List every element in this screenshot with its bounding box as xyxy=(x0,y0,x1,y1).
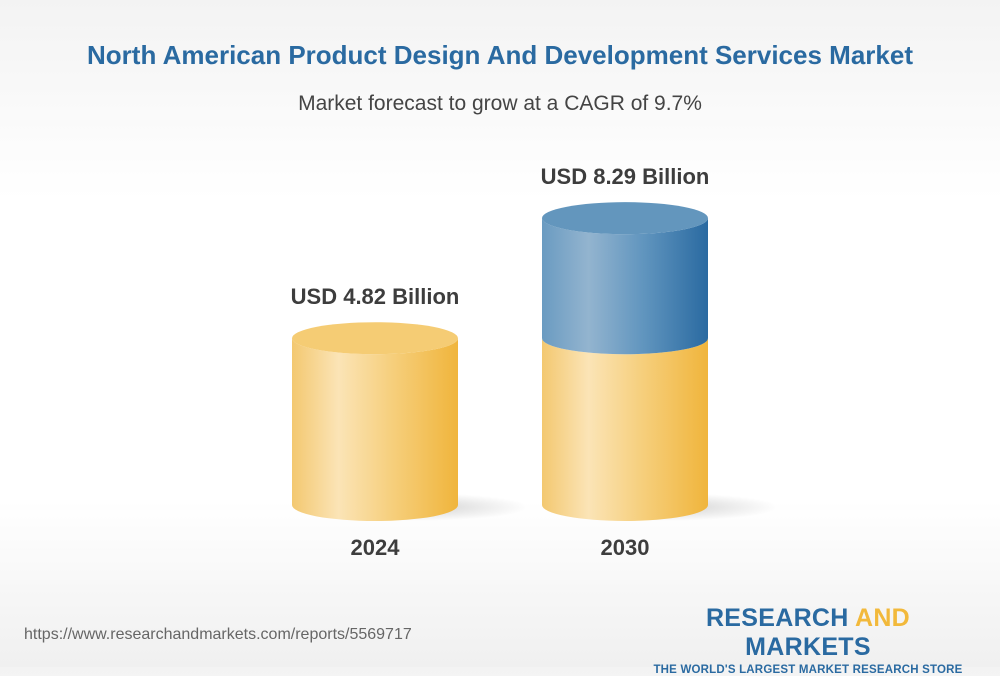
logo-tagline: THE WORLD'S LARGEST MARKET RESEARCH STOR… xyxy=(653,664,963,676)
logo-word: RESEARCH xyxy=(705,604,849,632)
cylinder-top xyxy=(292,322,458,355)
category-label: 2024 xyxy=(351,535,401,560)
data-label: USD 4.82 Billion xyxy=(291,284,460,309)
data-label: USD 8.29 Billion xyxy=(541,164,710,189)
chart-title: North American Product Design And Develo… xyxy=(87,40,913,70)
logo-word: AND xyxy=(854,604,911,632)
source-url[interactable]: https://www.researchandmarkets.com/repor… xyxy=(24,626,412,643)
category-label: 2030 xyxy=(601,535,650,560)
cylinder-growth-segment xyxy=(542,218,708,355)
research-and-markets-logo: RESEARCH AND MARKETS THE WORLD'S LARGEST… xyxy=(640,604,976,676)
logo-word: MARKETS xyxy=(745,633,871,661)
cylinder-base-segment xyxy=(292,338,458,521)
cylinder-base-segment xyxy=(542,338,708,521)
cylinder-top xyxy=(542,202,708,235)
chart-subtitle: Market forecast to grow at a CAGR of 9.7… xyxy=(298,92,702,115)
